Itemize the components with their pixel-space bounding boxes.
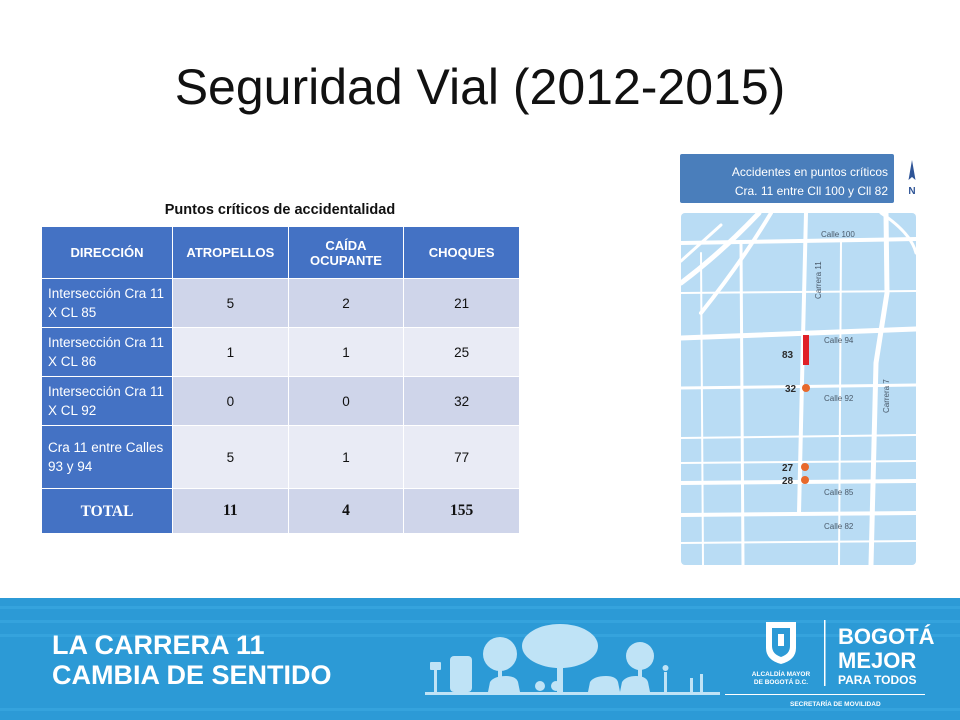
cell-atropellos: 1 [172,327,289,377]
slogan-line2: MEJOR [838,648,916,673]
header-direccion: DIRECCIÓN [41,226,173,279]
footer-rule [725,694,925,695]
campaign-banner: LA CARRERA 11 CAMBIA DE SENTIDO [0,598,960,720]
banner-line1: LA CARRERA 11 [52,630,265,660]
label-calle-94: Calle 94 [824,336,854,345]
table-row: Cra 11 entre Calles 93 y 94 5 1 77 [41,425,520,489]
table-header-row: DIRECCIÓN ATROPELLOS CAÍDA OCUPANTE CHOQ… [41,226,520,279]
banner-background [0,598,960,720]
slogan-line1: BOGOTÁ [838,624,935,649]
header-choques: CHOQUES [403,226,520,279]
point-label-27: 27 [782,463,794,474]
point-label-83: 83 [782,350,794,361]
alcaldia-line2: DE BOGOTÁ D.C. [754,677,808,686]
cell-atropellos: 5 [172,278,289,328]
cell-caida: 2 [287,278,405,328]
logo-divider [824,620,826,686]
label-carrera-11: Carrera 11 [814,261,823,299]
point-labels: 83 32 27 28 [782,350,797,487]
bogota-coat-of-arms-icon [766,622,796,664]
cell-caida: 1 [287,425,405,489]
point-marker-32 [802,384,810,392]
cell-choques: 77 [403,425,520,489]
table-row: Intersección Cra 11 X CL 85 5 2 21 [41,278,520,328]
map-roads [681,213,916,565]
banner-line2: CAMBIA DE SENTIDO [52,660,332,690]
secretaria-label: SECRETARÍA DE MOVILIDAD [790,699,881,708]
banner-pattern [0,606,960,711]
cell-choques: 25 [403,327,520,377]
total-choques: 155 [403,488,520,534]
point-marker-27 [801,463,809,471]
label-calle-100: Calle 100 [821,230,855,239]
slogan-line3: PARA TODOS [838,673,916,687]
slide-title: Seguridad Vial (2012-2015) [174,59,786,115]
cell-caida: 1 [287,327,405,377]
table-total-row: TOTAL 11 4 155 [41,488,520,534]
label-calle-92: Calle 92 [824,394,854,403]
north-label: N [908,186,915,196]
cell-direccion: Intersección Cra 11 X CL 85 [41,278,173,328]
cell-caida: 0 [287,376,405,426]
header-caida-ocupante: CAÍDA OCUPANTE [287,226,405,279]
table-row: Intersección Cra 11 X CL 86 1 1 25 [41,327,520,377]
table-row: Intersección Cra 11 X CL 92 0 0 32 [41,376,520,426]
total-label: TOTAL [41,488,173,534]
map-header-line1: Accidentes en puntos críticos [731,165,888,179]
accidents-table: DIRECCIÓN ATROPELLOS CAÍDA OCUPANTE CHOQ… [41,226,520,534]
cell-atropellos: 0 [172,376,289,426]
cell-direccion: Intersección Cra 11 X CL 86 [41,327,173,377]
street-map: Calle 100 Carrera 11 Calle 94 Calle 92 C… [681,213,916,565]
map-background [681,213,916,565]
bus-stop-icon [434,664,437,694]
table-caption: Puntos críticos de accidentalidad [164,202,396,218]
point-marker-28 [801,476,809,484]
cell-choques: 21 [403,278,520,328]
cell-direccion: Cra 11 entre Calles 93 y 94 [41,425,173,489]
cell-atropellos: 5 [172,425,289,489]
point-label-28: 28 [782,476,794,487]
total-atropellos: 11 [172,488,289,534]
point-label-32: 32 [785,384,797,395]
north-arrow-icon: N [908,160,916,196]
alcaldia-line1: ALCALDÍA MAYOR [752,669,811,678]
map-header: Accidentes en puntos críticos Cra. 11 en… [680,154,894,203]
total-caida: 4 [287,488,405,534]
cell-choques: 32 [403,376,520,426]
label-calle-82: Calle 82 [824,522,854,531]
street-labels: Calle 100 Carrera 11 Calle 94 Calle 92 C… [814,230,891,531]
label-calle-85: Calle 85 [824,488,854,497]
header-atropellos: ATROPELLOS [172,226,289,279]
map-header-line2: Cra. 11 entre Cll 100 y Cll 82 [734,184,888,198]
street-scene-illustration [425,624,720,695]
label-carrera-7: Carrera 7 [882,379,891,413]
cell-direccion: Intersección Cra 11 X CL 92 [41,376,173,426]
critical-segment-marker [803,335,809,365]
